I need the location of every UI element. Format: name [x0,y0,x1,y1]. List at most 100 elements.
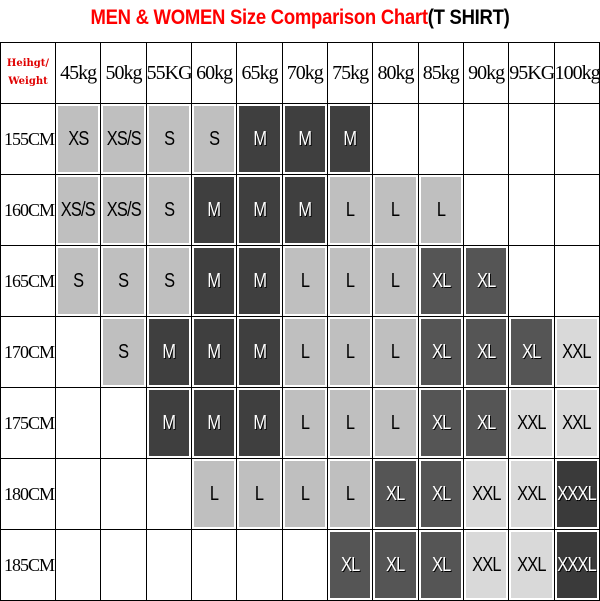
size-value: S [118,340,129,363]
size-fill: L [375,390,416,456]
size-cell: L [236,458,283,530]
table-row: 165CM S S S M M L L L XL XL [0,245,600,317]
weight-header: 45kg [54,42,102,104]
height-label: 165CM [0,245,56,317]
size-value: XL [340,553,360,576]
weight-header: 85kg [417,42,464,104]
size-value: L [391,340,400,363]
size-value: XS/S [61,198,96,221]
size-fill: XL [375,532,416,598]
size-fill: XXXL [556,532,597,598]
size-fill: L [284,461,325,527]
size-value: M [298,127,312,150]
weight-header: 80kg [372,42,419,104]
size-fill: XXL [465,461,507,527]
weight-header-row: Heihgt/Weight 45kg 50kg 55KG 60kg 65kg 70kg 75… [0,42,600,104]
size-fill: L [239,461,280,527]
size-cell: XL [372,458,419,530]
size-cell [508,245,555,317]
size-value: L [345,198,355,221]
size-value: M [207,340,222,363]
size-fill: M [284,106,325,172]
size-value: M [207,198,222,221]
size-cell: M [145,387,192,459]
size-cell: L [281,387,328,459]
size-value: L [300,269,310,292]
size-fill: L [375,177,416,243]
size-value: L [300,411,310,434]
size-fill: XL [465,319,507,385]
size-fill: S [103,248,144,314]
size-value: XL [476,411,496,434]
size-cell: XXL [553,387,600,459]
size-value: L [391,269,400,292]
size-value: S [73,269,84,292]
size-cell: M [281,103,328,175]
size-cell [553,103,600,175]
size-table: Heihgt/Weight 45kg 50kg 55KG 60kg 65kg 70kg 75… [0,42,600,601]
size-fill: XL [420,248,461,314]
size-cell [54,387,102,459]
size-value: L [436,198,446,221]
size-value: S [163,127,175,150]
size-cell [508,174,555,246]
size-value: XL [431,340,451,363]
size-fill: M [193,177,235,243]
size-cell [236,529,283,601]
size-fill: L [284,248,325,314]
size-value: XXXL [557,482,597,505]
size-cell: XL [462,245,510,317]
size-cell: L [326,458,374,530]
size-fill: XL [511,319,552,385]
size-fill: L [329,177,371,243]
size-value: S [118,269,129,292]
size-cell: XS/S [100,103,147,175]
size-cell: XL [372,529,419,601]
size-value: L [345,269,355,292]
weight-header: 65kg [236,42,283,104]
size-cell: XL [417,387,464,459]
size-cell [281,529,328,601]
size-cell: XXXL [553,458,600,530]
size-cell: L [417,174,464,246]
size-cell: S [54,245,102,317]
size-cell: M [236,316,283,388]
size-fill: XL [420,532,461,598]
size-cell: XL [417,458,464,530]
size-cell: S [190,103,238,175]
size-cell: L [281,245,328,317]
size-cell: XXL [508,387,555,459]
size-cell [54,529,102,601]
size-value: S [163,269,175,292]
size-cell: XL [417,245,464,317]
size-cell [100,458,147,530]
size-value: XXL [471,482,501,505]
title-main: MEN & WOMEN Size Comparison Chart [90,6,428,29]
size-cell [462,103,510,175]
size-value: XL [431,482,451,505]
size-cell: M [190,245,238,317]
size-cell: L [326,316,374,388]
size-fill: M [239,177,280,243]
size-cell: M [190,174,238,246]
size-value: L [345,411,355,434]
size-cell: M [281,174,328,246]
size-cell: XXL [508,529,555,601]
size-fill: S [148,106,189,172]
size-cell [190,529,238,601]
height-label: 155CM [0,103,56,175]
table-row: 185CM XL XL XL XXL XXL XXXL [0,529,600,601]
size-value: L [345,482,355,505]
size-fill: XXL [511,390,552,456]
size-cell: L [281,316,328,388]
size-cell: M [190,387,238,459]
size-value: XS [68,127,89,150]
size-value: M [298,198,312,221]
size-fill: XL [420,390,461,456]
size-value: M [253,127,267,150]
height-label: 170CM [0,316,56,388]
size-cell: XXL [553,316,600,388]
size-cell: XXL [508,458,555,530]
size-fill: XL [420,319,461,385]
size-cell: L [326,387,374,459]
